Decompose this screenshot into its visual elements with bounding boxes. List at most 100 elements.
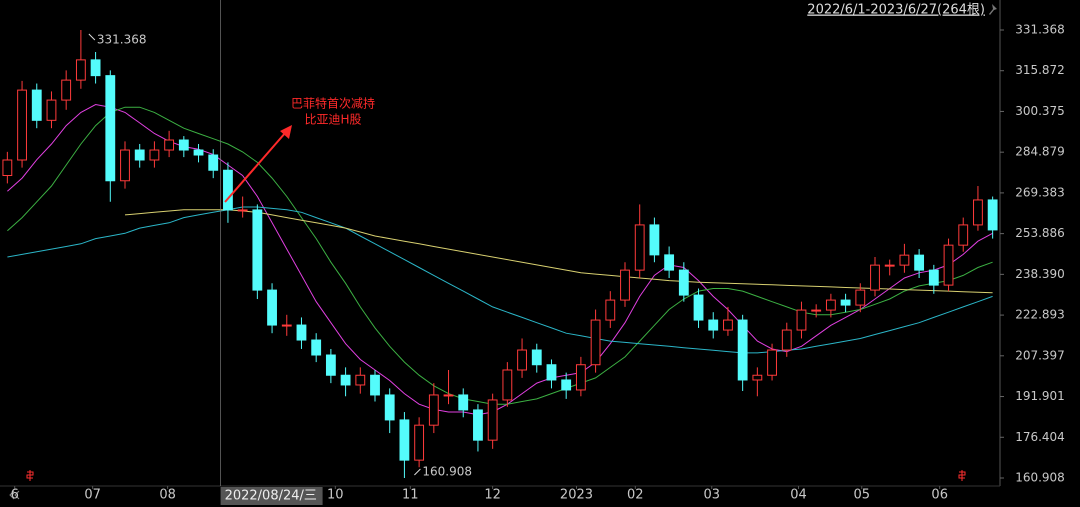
- candle-body: [120, 149, 130, 182]
- candle-body: [487, 399, 498, 441]
- candle-body: [855, 289, 866, 306]
- candle-body: [781, 329, 792, 351]
- candle-body: [620, 269, 630, 301]
- candle-body: [164, 139, 175, 151]
- x-tick-label: 05: [853, 488, 870, 503]
- y-tick-label: 269.383: [1015, 185, 1065, 199]
- candle-body: [928, 269, 939, 286]
- candle-body: [605, 299, 616, 321]
- candle-body: [664, 254, 675, 271]
- candle-body: [958, 224, 969, 246]
- candle-body: [296, 324, 307, 341]
- candle-body: [884, 264, 895, 267]
- y-tick-label: 160.908: [1015, 470, 1065, 484]
- candle-body: [693, 294, 704, 321]
- candle-body: [75, 59, 86, 81]
- candle-body: [325, 354, 336, 376]
- candle-body: [546, 364, 557, 381]
- candle-body: [193, 149, 204, 156]
- x-tick-label: 12: [484, 488, 501, 503]
- high-arrow: [88, 33, 96, 41]
- x-tick-label: 6: [11, 488, 19, 503]
- candle-body: [237, 209, 248, 212]
- candle-body: [340, 374, 351, 386]
- candle-body: [723, 319, 733, 331]
- candle-body: [61, 79, 72, 101]
- candle-body: [384, 394, 395, 421]
- y-tick-label: 331.368: [1015, 22, 1065, 36]
- candle-body: [649, 224, 660, 256]
- y-tick-label: 222.893: [1015, 308, 1065, 322]
- candle-body: [899, 254, 910, 266]
- candle-body: [473, 409, 483, 441]
- annotation-arrowhead: [280, 125, 292, 139]
- y-tick-label: 176.404: [1015, 430, 1065, 444]
- x-tick-label: 07: [84, 488, 101, 503]
- candle-body: [987, 199, 998, 231]
- x-tick-label: 02: [627, 488, 644, 503]
- candle-body: [428, 394, 439, 426]
- candle-body: [149, 149, 160, 161]
- low-label: 160.908: [422, 464, 472, 478]
- candle-body: [17, 89, 27, 161]
- candle-body: [311, 339, 322, 356]
- candle-body: [752, 374, 763, 381]
- x-tick-label: 03: [703, 488, 720, 503]
- candle-body: [370, 374, 380, 396]
- candle-body: [708, 319, 719, 331]
- candle-body: [46, 99, 57, 121]
- candle-body: [811, 309, 822, 312]
- candle-body: [973, 199, 983, 226]
- y-tick-label: 284.879: [1015, 145, 1065, 159]
- y-tick-label: 315.872: [1015, 63, 1065, 77]
- candle-body: [575, 364, 586, 391]
- ma-line: [7, 206, 993, 354]
- annotation-text: 比亚迪H股: [304, 113, 361, 127]
- candle-body: [458, 394, 469, 411]
- candle-body: [590, 319, 601, 366]
- x-tick-label: 10: [327, 488, 344, 503]
- candle-body: [531, 349, 542, 366]
- y-tick-label: 238.390: [1015, 267, 1065, 281]
- candle-body: [90, 59, 101, 77]
- candle-body: [355, 374, 366, 386]
- candle-body: [502, 369, 513, 401]
- candle-body: [443, 394, 454, 397]
- crosshair-label-box: [220, 487, 323, 505]
- candle-body: [31, 89, 42, 121]
- candle-body: [105, 75, 116, 182]
- candle-body: [517, 349, 527, 371]
- low-arrow: [414, 468, 421, 476]
- candle-body: [825, 299, 836, 311]
- crosshair-label: 2022/08/24/三: [225, 489, 317, 504]
- annotation-text: 巴菲特首次减持: [291, 96, 375, 111]
- candle-body: [634, 224, 645, 271]
- candle-body: [870, 264, 880, 291]
- pin-icon[interactable]: [989, 4, 997, 15]
- x-tick-label: 08: [159, 488, 176, 503]
- high-label: 331.368: [97, 32, 147, 46]
- candle-body: [178, 139, 189, 151]
- candle-body: [796, 309, 807, 331]
- x-tick-label: 11: [402, 488, 419, 503]
- candle-body: [134, 149, 145, 161]
- candle-body: [678, 269, 689, 296]
- date-range: 2022/6/1-2023/6/27(264根): [807, 3, 985, 18]
- candle-body: [267, 289, 277, 326]
- candle-body: [840, 299, 851, 306]
- ma-line: [7, 106, 993, 405]
- candle-body: [767, 349, 777, 376]
- candle-body: [208, 154, 219, 171]
- y-tick-label: 207.397: [1015, 348, 1065, 362]
- annotation-arrow: [224, 131, 287, 203]
- x-tick-label: 2023: [560, 488, 593, 503]
- candle-body: [281, 324, 292, 327]
- x-tick-label: 06: [931, 488, 948, 503]
- ma-line: [124, 209, 993, 294]
- candle-body: [252, 209, 263, 291]
- scroll-left[interactable]: [9, 490, 20, 500]
